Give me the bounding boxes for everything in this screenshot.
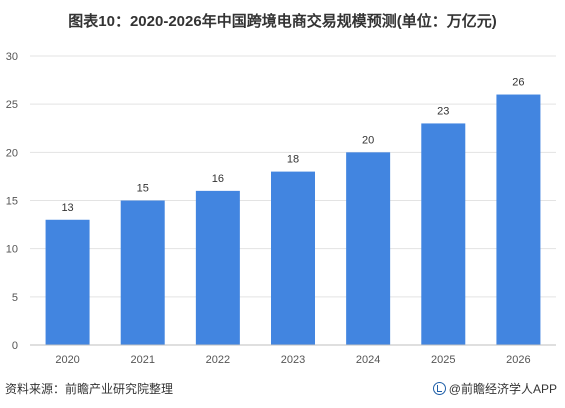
y-tick-label: 25 (6, 99, 18, 111)
data-label: 23 (437, 105, 449, 117)
data-label: 13 (61, 202, 73, 214)
y-axis-ticks: 0 5 10 15 20 25 30 (6, 51, 18, 352)
y-tick-label: 20 (6, 147, 18, 159)
data-label: 18 (287, 154, 299, 166)
bar (195, 190, 240, 345)
brand-logo-icon (432, 382, 446, 395)
x-tick-label: 2021 (130, 354, 154, 366)
bar (271, 171, 315, 345)
y-tick-label: 0 (12, 340, 18, 352)
bar (421, 123, 466, 345)
bars (45, 94, 541, 346)
data-label: 15 (137, 183, 149, 195)
source-note: 资料来源：前瞻产业研究院整理 (5, 382, 174, 396)
x-tick-label: 2026 (506, 354, 530, 366)
y-tick-label: 5 (12, 292, 18, 304)
bar (496, 94, 541, 346)
x-tick-label: 2022 (206, 354, 230, 366)
x-tick-label: 2020 (55, 354, 79, 366)
chart-title: 图表10：2020-2026年中国跨境电商交易规模预测(单位：万亿元) (68, 13, 497, 30)
x-tick-label: 2023 (281, 354, 305, 366)
bar (346, 152, 391, 345)
x-tick-label: 2024 (356, 354, 380, 366)
bar (120, 200, 165, 345)
y-tick-label: 15 (6, 196, 18, 208)
y-tick-label: 30 (6, 51, 18, 63)
bar (45, 219, 90, 345)
x-tick-label: 2025 (431, 354, 455, 366)
brand-credit: @前瞻经济学人APP (432, 380, 557, 397)
data-label: 26 (512, 77, 524, 89)
data-label: 16 (212, 173, 224, 185)
brand-credit-label: @前瞻经济学人APP (448, 382, 557, 396)
data-label: 20 (362, 134, 374, 146)
y-tick-label: 10 (6, 244, 18, 256)
data-labels: 13 15 16 18 20 23 26 (61, 77, 524, 214)
x-axis-ticks: 2020 2021 2022 2023 2024 2025 2026 (55, 354, 530, 366)
